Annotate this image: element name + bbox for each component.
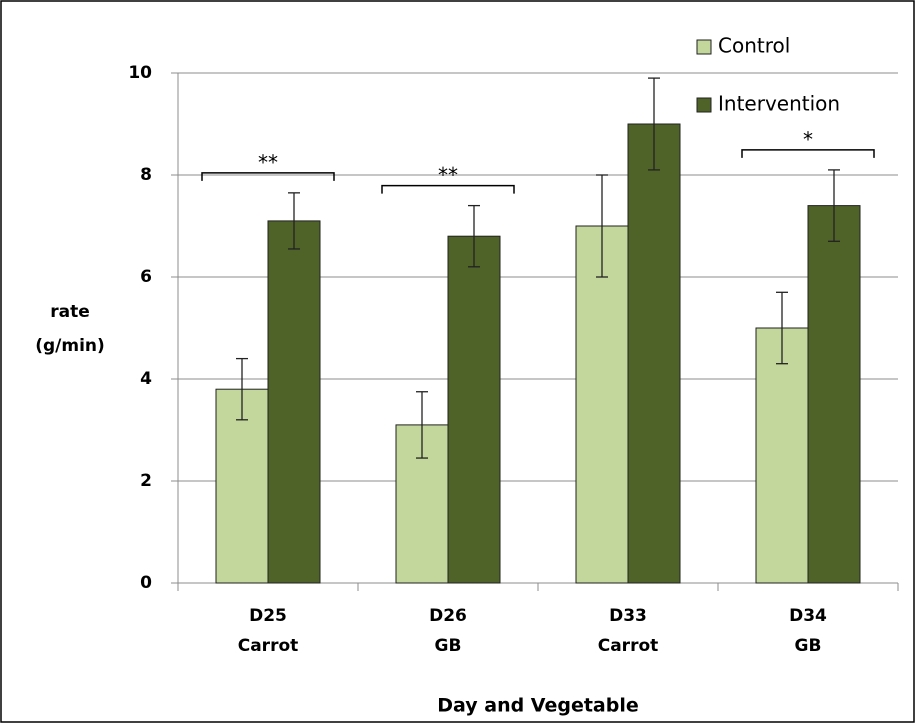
error-bar [648,77,660,171]
y-tick-label: 6 [140,267,152,287]
legend-label: Control [718,34,790,58]
x-tick-label: D25 [249,606,287,626]
x-tick-label: D26 [429,606,467,626]
legend-swatch [696,97,712,113]
y-tick-label: 4 [140,369,152,389]
x-tick-label: Carrot [238,636,299,656]
legend-label: Intervention [718,92,840,116]
bar [575,225,629,584]
error-bar [416,391,428,459]
x-axis-label: Day and Vegetable [437,695,639,717]
significance-bracket [741,149,875,158]
y-axis-label: (g/min) [35,336,105,356]
x-tick-label: D33 [609,606,647,626]
significance-label: * [803,127,813,151]
y-tick-label: 2 [140,471,152,491]
y-tick-label: 10 [128,63,152,83]
y-tick-label: 8 [140,165,152,185]
bar [447,235,501,584]
significance-bracket [201,172,335,181]
significance-bracket [381,184,515,194]
x-tick-label: GB [435,636,462,656]
y-axis-label: rate [50,302,90,322]
bar [807,205,861,584]
x-tick-label: Carrot [598,636,659,656]
error-bar [596,174,608,278]
legend-swatch [696,39,712,55]
error-bar [468,204,480,268]
significance-label: ** [438,163,458,187]
bar [755,327,809,584]
error-bar [828,169,840,242]
error-bar [236,357,248,421]
bar [267,220,321,584]
significance-label: ** [258,150,278,174]
error-bar [776,291,788,365]
y-tick-label: 0 [140,573,152,593]
x-tick-label: D34 [789,606,827,626]
error-bar [288,192,300,250]
bar [627,123,681,584]
x-tick-label: GB [795,636,822,656]
